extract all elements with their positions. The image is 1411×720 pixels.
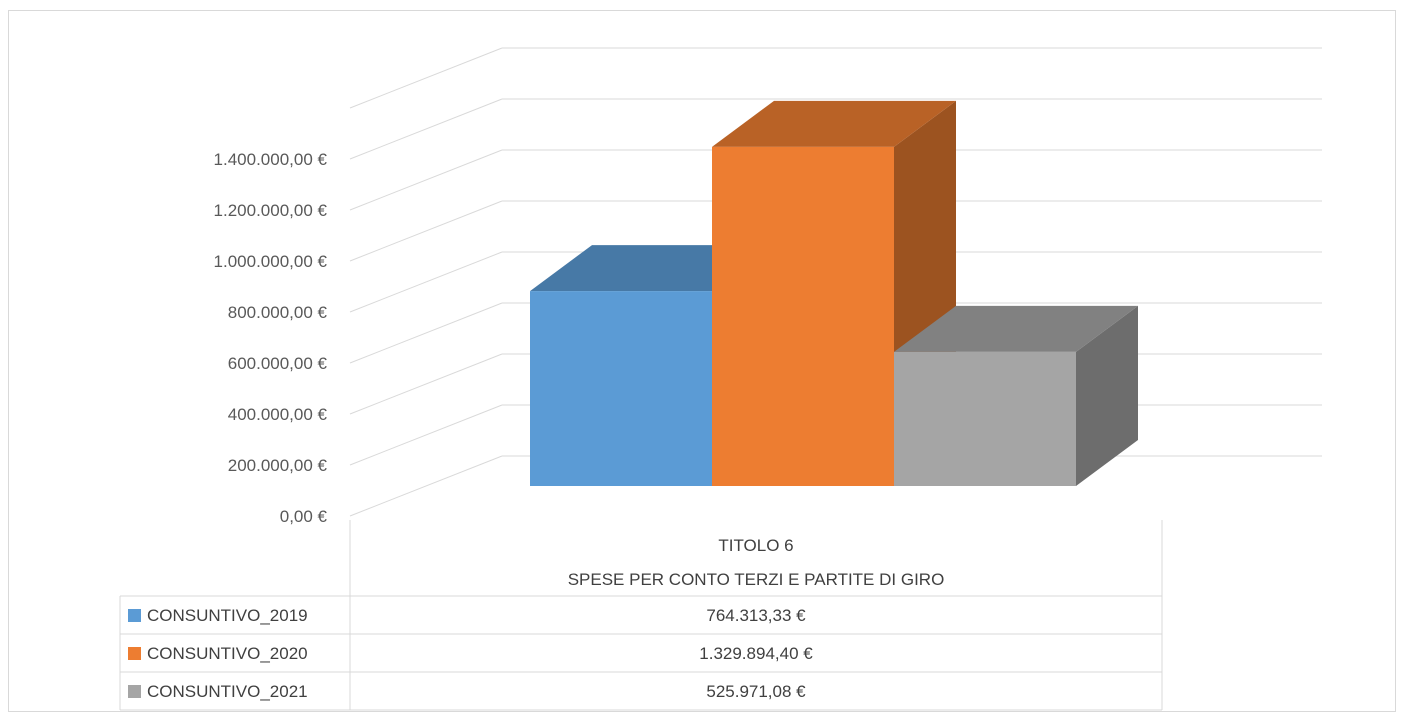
y-tick-label: 0,00 € — [280, 507, 328, 526]
y-tick-label: 800.000,00 € — [228, 303, 328, 322]
y-tick-label: 200.000,00 € — [228, 456, 328, 475]
gridline-diagonal — [349, 149, 503, 211]
series-name: CONSUNTIVO_2019 — [147, 606, 308, 625]
gridline-diagonal — [349, 98, 503, 160]
bar — [530, 291, 712, 486]
bar-top — [894, 305, 1138, 352]
y-tick-label: 400.000,00 € — [228, 405, 328, 424]
bar — [894, 351, 1076, 486]
series-name: CONSUNTIVO_2021 — [147, 682, 308, 701]
bar-top — [712, 100, 956, 147]
data-label: 764.313,33 € — [706, 606, 806, 625]
category-label: SPESE PER CONTO TERZI E PARTITE DI GIRO — [568, 570, 945, 589]
legend-key — [128, 609, 141, 622]
gridline-diagonal — [349, 251, 503, 313]
y-tick-label: 1.400.000,00 € — [214, 150, 328, 169]
gridline-diagonal — [349, 404, 503, 466]
y-tick-label: 1.000.000,00 € — [214, 252, 328, 271]
data-label: 525.971,08 € — [706, 682, 806, 701]
gridline-diagonal — [349, 47, 503, 109]
bar-side — [1076, 305, 1138, 486]
category-label: TITOLO 6 — [718, 536, 793, 555]
gridline-diagonal — [349, 302, 503, 364]
gridline-diagonal — [349, 455, 503, 517]
bar — [712, 146, 894, 486]
y-tick-label: 1.200.000,00 € — [214, 201, 328, 220]
y-tick-label: 600.000,00 € — [228, 354, 328, 373]
legend-key — [128, 685, 141, 698]
gridline-diagonal — [349, 353, 503, 415]
data-label: 1.329.894,40 € — [699, 644, 813, 663]
legend-key — [128, 647, 141, 660]
gridline-diagonal — [349, 200, 503, 262]
series-name: CONSUNTIVO_2020 — [147, 644, 308, 663]
